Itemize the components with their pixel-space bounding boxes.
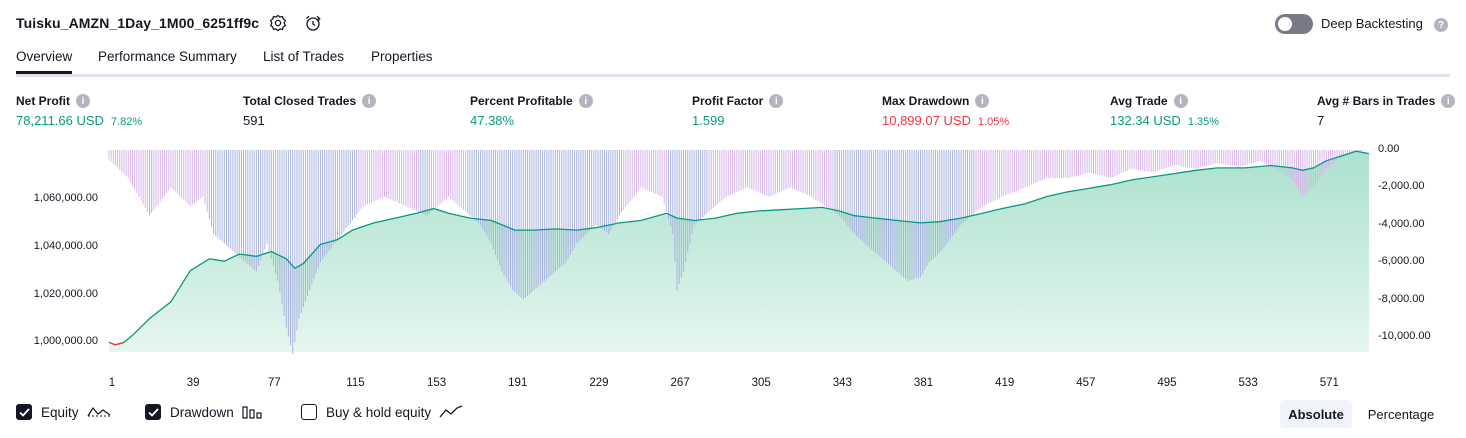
equity-drawdown-chart[interactable] (108, 148, 1370, 354)
metric-label-text: Profit Factor (692, 94, 763, 108)
metric-label-text: Total Closed Trades (243, 94, 356, 108)
x-axis-tick: 419 (995, 377, 1014, 389)
x-axis-tick: 115 (346, 377, 364, 389)
deep-backtesting-toggle[interactable] (1275, 14, 1313, 34)
left-axis-tick: 1,020,000.00 (34, 288, 98, 300)
metric-percent: 1.35% (1188, 116, 1219, 128)
x-axis-tick: 381 (914, 377, 933, 389)
left-axis-tick: 1,000,000.00 (34, 335, 98, 347)
metric-label: Profit Factor i (692, 94, 783, 108)
absolute-button[interactable]: Absolute (1280, 400, 1352, 428)
tab-properties[interactable]: Properties (371, 49, 433, 64)
tab-list-of-trades[interactable]: List of Trades (263, 49, 344, 64)
metric-label: Net Profit i (16, 94, 90, 108)
drawdown-label: Drawdown (170, 405, 234, 420)
info-icon[interactable]: i (1174, 94, 1188, 108)
metric-value-text: 47.38% (470, 113, 514, 128)
metric-value: 47.38% (470, 113, 514, 128)
metric-value-text: 591 (243, 113, 265, 128)
x-axis-tick: 267 (670, 377, 689, 389)
equity-check-box[interactable] (16, 404, 32, 420)
metric-value-text: 10,899.07 USD (882, 113, 971, 128)
x-axis-tick: 153 (427, 377, 446, 389)
metric-value-text: 1.599 (692, 113, 725, 128)
x-axis-tick: 457 (1076, 377, 1095, 389)
info-icon[interactable]: i (579, 94, 593, 108)
info-icon[interactable]: i (769, 94, 783, 108)
drawdown-bars-icon (242, 405, 264, 419)
tab-overview[interactable]: Overview (16, 49, 72, 64)
equity-label: Equity (41, 405, 79, 420)
equity-line-icon (87, 405, 111, 419)
metric-label: Max Drawdown i (882, 94, 989, 108)
buy-hold-line-icon (439, 405, 463, 419)
settings-gear-icon[interactable] (267, 12, 289, 34)
strategy-title: Tuisku_AMZN_1Day_1M00_6251ff9c (16, 15, 259, 31)
info-icon[interactable]: i (1441, 94, 1455, 108)
deep-backtesting-label: Deep Backtesting (1321, 16, 1423, 31)
right-axis-tick: 0.00 (1378, 143, 1399, 155)
buy-hold-checkbox[interactable]: Buy & hold equity (301, 404, 463, 420)
metric-percent: 7.82% (111, 116, 142, 128)
tab-performance-summary[interactable]: Performance Summary (98, 49, 237, 64)
metric-label-text: Percent Profitable (470, 94, 573, 108)
x-axis-tick: 1 (109, 377, 115, 389)
x-axis-tick: 343 (833, 377, 852, 389)
drawdown-check-box[interactable] (145, 404, 161, 420)
info-icon[interactable]: i (975, 94, 989, 108)
x-axis-tick: 305 (752, 377, 771, 389)
metric-label-text: Max Drawdown (882, 94, 969, 108)
drawdown-checkbox[interactable]: Drawdown (145, 404, 264, 420)
x-axis-tick: 495 (1157, 377, 1176, 389)
x-axis-tick: 571 (1320, 377, 1339, 389)
info-icon[interactable]: i (76, 94, 90, 108)
x-axis-tick: 77 (268, 377, 281, 389)
metric-percent: 1.05% (978, 116, 1009, 128)
help-icon[interactable]: ? (1434, 18, 1448, 32)
x-axis-tick: 39 (187, 377, 200, 389)
info-icon[interactable]: i (362, 94, 376, 108)
left-axis-tick: 1,040,000.00 (34, 240, 98, 252)
metric-value: 10,899.07 USD 1.05% (882, 113, 1009, 128)
metric-label-text: Avg # Bars in Trades (1317, 94, 1435, 108)
metric-value-text: 7 (1317, 113, 1324, 128)
metric-label-text: Avg Trade (1110, 94, 1168, 108)
equity-checkbox[interactable]: Equity (16, 404, 111, 420)
left-axis-tick: 1,060,000.00 (34, 192, 98, 204)
metric-value: 132.34 USD 1.35% (1110, 113, 1219, 128)
metric-label: Avg Trade i (1110, 94, 1188, 108)
percentage-button[interactable]: Percentage (1358, 400, 1444, 428)
right-axis-tick: -8,000.00 (1378, 293, 1424, 305)
right-axis-tick: -6,000.00 (1378, 255, 1424, 267)
right-axis-tick: -10,000.00 (1378, 330, 1431, 342)
metric-label: Percent Profitable i (470, 94, 593, 108)
x-axis-tick: 191 (508, 377, 527, 389)
metric-value: 1.599 (692, 113, 725, 128)
metric-value: 591 (243, 113, 265, 128)
x-axis-tick: 533 (1239, 377, 1258, 389)
buy-hold-label: Buy & hold equity (326, 405, 431, 420)
x-axis-tick: 229 (589, 377, 608, 389)
metric-label: Total Closed Trades i (243, 94, 376, 108)
metric-label: Avg # Bars in Trades i (1317, 94, 1455, 108)
right-axis-tick: -4,000.00 (1378, 218, 1424, 230)
alarm-clock-icon[interactable] (302, 12, 324, 34)
metric-value: 78,211.66 USD 7.82% (16, 113, 142, 128)
tab-bar: Overview Performance Summary List of Tra… (16, 46, 1450, 77)
metric-value-text: 78,211.66 USD (16, 113, 104, 128)
metric-value: 7 (1317, 113, 1324, 128)
metric-label-text: Net Profit (16, 94, 70, 108)
metric-value-text: 132.34 USD (1110, 113, 1181, 128)
right-axis-tick: -2,000.00 (1378, 180, 1424, 192)
buy-hold-check-box[interactable] (301, 404, 317, 420)
